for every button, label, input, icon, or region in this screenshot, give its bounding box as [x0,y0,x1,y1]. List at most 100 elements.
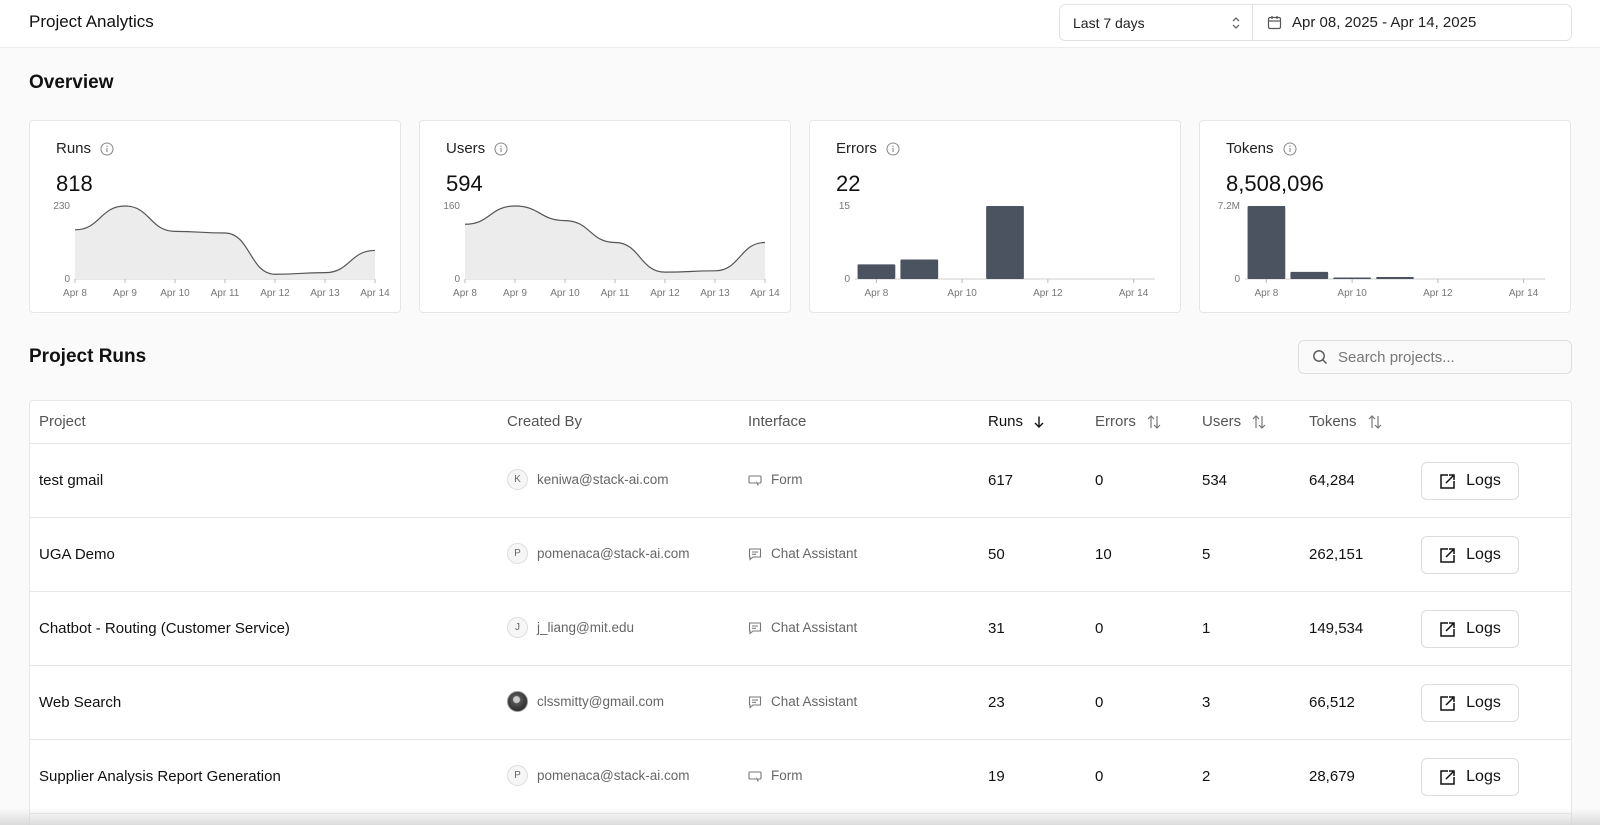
sort-icon [1147,414,1161,429]
interface-label: Form [771,768,803,783]
col-project[interactable]: Project [39,413,86,430]
tokens-card-label: Tokens [1226,140,1274,157]
project-name: test gmail [39,472,104,489]
calendar-icon [1267,16,1282,30]
col-errors[interactable]: Errors [1095,413,1162,430]
date-range-picker[interactable]: Apr 08, 2025 - Apr 14, 2025 [1252,4,1572,41]
users-value: 5 [1202,546,1211,563]
creator-email: clssmitty@gmail.com [537,694,664,709]
info-icon[interactable] [494,142,508,156]
info-icon[interactable] [1283,142,1297,156]
creator-email: j_liang@mit.edu [537,620,635,635]
external-link-icon [1440,621,1455,637]
col-created-by[interactable]: Created By [507,413,583,430]
y-min-label: 0 [64,274,70,285]
errors-value: 10 [1095,546,1112,563]
interface: Chat Assistant [748,620,857,635]
chat-icon [748,621,762,635]
col-users[interactable]: Users [1202,413,1267,430]
series-line [464,205,766,273]
x-tick-label: Apr 8 [63,288,87,299]
date-range-select[interactable]: Last 7 days [1059,4,1252,41]
y-min-label: 0 [454,274,460,285]
x-tick-label: Apr 12 [650,288,680,299]
search-icon [1313,350,1327,364]
errors-chart: 15 0 Apr 8 Apr 10 Apr 12 Apr 14 [839,201,1155,299]
interface: Form [748,472,803,487]
y-max-label: 7.2M [1218,201,1240,212]
tokens-chart: 7.2M 0 Apr 8 Apr 10 Apr 12 Apr 14 [1218,201,1545,299]
users-card-label: Users [446,140,486,157]
created-by: P pomenaca@stack-ai.com [507,543,690,564]
interface-label: Chat Assistant [771,546,858,561]
bar [857,264,896,279]
search-input[interactable] [1338,348,1558,366]
runs-card-value: 818 [56,171,93,196]
bar [1333,277,1371,279]
sort-icon [1252,414,1266,429]
col-runs[interactable]: Runs [988,413,1045,430]
x-tick-label: Apr 13 [310,288,340,299]
logs-button[interactable]: Logs [1421,536,1519,574]
interface: Chat Assistant [748,694,857,709]
interface: Form [748,768,803,783]
logs-label: Logs [1466,472,1501,489]
logs-button[interactable]: Logs [1421,610,1519,648]
tokens-value: 64,284 [1309,472,1355,489]
interface-label: Chat Assistant [771,620,858,635]
errors-card-label: Errors [836,140,877,157]
users-chart: 160 0 Apr 8 Apr 9 Apr 10 Apr 11 Apr 12 Apr 13 Ap… [443,201,780,299]
col-tokens[interactable]: Tokens [1309,413,1383,430]
runs-card: Runs 818 230 0 Apr 8 Apr 9 Apr 10 Apr 11 Apr 1… [29,120,401,313]
interface-label: Chat Assistant [771,694,858,709]
chat-icon [748,547,762,561]
range-select-value: Last 7 days [1073,14,1145,31]
x-tick-label: Apr 14 [360,288,390,299]
logs-button[interactable]: Logs [1421,684,1519,722]
y-max-label: 160 [443,201,460,212]
errors-value: 0 [1095,694,1104,711]
x-tick-label: Apr 8 [453,288,477,299]
x-tick-label: Apr 9 [113,288,137,299]
logs-label: Logs [1466,620,1501,637]
creator-email: pomenaca@stack-ai.com [537,768,690,783]
sort-icon [1368,414,1381,429]
creator-email: keniwa@stack-ai.com [537,472,669,487]
table-header: Project Created By Interface Runs Errors… [30,401,1571,444]
info-icon[interactable] [886,142,900,156]
search-box [1298,340,1572,374]
tokens-value: 149,534 [1309,620,1364,637]
external-link-icon [1440,473,1455,489]
table-row: test gmail K keniwa@stack-ai.com Form 61… [30,444,1571,518]
project-name: Chatbot - Routing (Customer Service) [39,620,290,637]
logs-button[interactable]: Logs [1421,462,1519,500]
users-card: Users 594 160 0 Apr 8 Apr 9 Apr 10 Apr 11 Apr … [419,120,791,313]
logs-label: Logs [1466,694,1501,711]
avatar: J [507,617,528,638]
logs-label: Logs [1466,546,1501,563]
x-tick-label: Apr 13 [700,288,730,299]
y-max-label: 15 [839,201,851,212]
users-value: 534 [1202,472,1228,489]
x-tick-label: Apr 12 [1423,288,1453,299]
date-range-value: Apr 08, 2025 - Apr 14, 2025 [1292,14,1477,31]
info-icon[interactable] [100,142,114,156]
x-tick-label: Apr 10 [1337,288,1367,299]
x-tick-label: Apr 8 [1254,288,1278,299]
form-icon [748,474,762,485]
tokens-value: 28,679 [1309,768,1355,785]
logs-button[interactable]: Logs [1421,758,1519,796]
logs-label: Logs [1466,768,1501,785]
runs-value: 31 [988,620,1005,637]
x-tick-label: Apr 9 [503,288,527,299]
created-by: clssmitty@gmail.com [507,691,664,712]
form-icon [748,770,762,781]
avatar [507,691,528,712]
project-name: Web Search [39,694,122,711]
runs-value: 23 [988,694,1005,711]
created-by: P pomenaca@stack-ai.com [507,765,690,786]
col-interface[interactable]: Interface [748,413,807,430]
errors-card-value: 22 [836,171,861,196]
avatar: P [507,543,528,564]
avatar: K [507,469,528,490]
